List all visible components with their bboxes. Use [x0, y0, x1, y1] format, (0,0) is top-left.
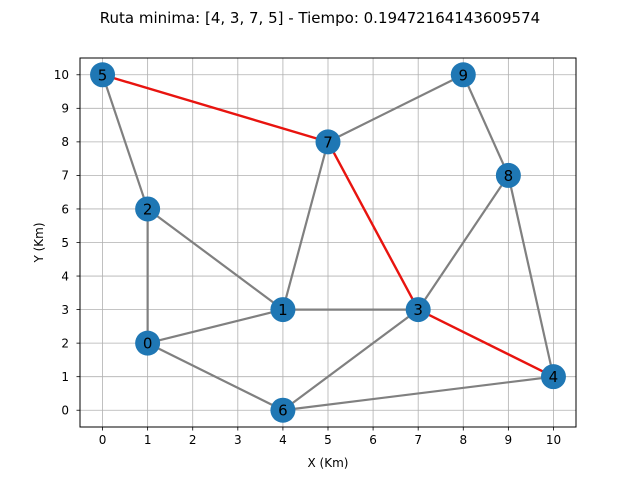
route-layer: [102, 73, 554, 378]
node-marker: [270, 397, 296, 423]
edge-7-9: [327, 73, 464, 143]
y-tick-label: 10: [54, 68, 69, 82]
edge-0-1: [147, 308, 284, 345]
node-label: 1: [278, 301, 288, 319]
x-tick-label: 7: [414, 433, 422, 447]
chart-title: Ruta minima: [4, 3, 7, 5] - Tiempo: 0.19…: [100, 9, 540, 27]
x-tick-label: 6: [369, 433, 377, 447]
node-4: 4: [540, 364, 566, 390]
y-tick-label: 3: [61, 303, 69, 317]
x-axis-label: X (Km): [308, 456, 349, 470]
node-marker: [90, 62, 116, 88]
node-1: 1: [270, 297, 296, 323]
y-tick-label: 6: [61, 202, 69, 216]
node-5: 5: [90, 62, 116, 88]
edge-4-6: [282, 375, 554, 412]
node-marker: [405, 297, 431, 323]
y-tick-label: 4: [61, 269, 69, 283]
x-tick-label: 8: [459, 433, 467, 447]
y-axis-label: Y (Km): [32, 222, 46, 263]
node-label: 0: [143, 335, 153, 353]
node-marker: [135, 196, 161, 222]
node-marker: [135, 330, 161, 356]
grid-layer: [80, 58, 576, 427]
edge-8-9: [462, 74, 510, 176]
node-9: 9: [450, 62, 476, 88]
route-edge-5-7: [102, 73, 329, 144]
plot-frame: [79, 57, 577, 428]
y-tick-label: 5: [61, 236, 69, 250]
x-tick-label: 0: [99, 433, 107, 447]
x-tick-label: 3: [234, 433, 242, 447]
node-label: 5: [98, 66, 108, 84]
route-edge-3-4: [417, 308, 554, 378]
node-label: 2: [143, 200, 153, 218]
route-edge-7-3: [326, 141, 420, 311]
x-tick-label: 1: [144, 433, 152, 447]
edge-1-7: [281, 141, 330, 310]
node-2: 2: [135, 196, 161, 222]
x-tick-label: 2: [189, 433, 197, 447]
node-marker: [495, 162, 521, 188]
x-tick-label: 10: [546, 433, 561, 447]
node-label: 9: [458, 66, 468, 84]
edge-3-6: [282, 308, 419, 412]
x-tick-label: 9: [505, 433, 513, 447]
edge-3-8: [417, 174, 510, 311]
node-label: 3: [413, 301, 423, 319]
edge-2-5: [101, 74, 149, 210]
edge-1-2: [146, 208, 284, 311]
x-tick-label: 5: [324, 433, 332, 447]
edge-0-6: [147, 342, 284, 412]
y-tick-label: 8: [61, 135, 69, 149]
node-3: 3: [405, 297, 431, 323]
node-label: 6: [278, 402, 288, 420]
node-marker: [540, 364, 566, 390]
node-marker: [315, 129, 341, 155]
y-tick-label: 2: [61, 336, 69, 350]
node-6: 6: [270, 397, 296, 423]
node-8: 8: [495, 162, 521, 188]
y-tick-label: 0: [61, 404, 69, 418]
edge-layer: [101, 73, 555, 412]
node-marker: [450, 62, 476, 88]
edge-4-8: [507, 175, 555, 377]
node-7: 7: [315, 129, 341, 155]
y-tick-label: 7: [61, 169, 69, 183]
node-marker: [270, 297, 296, 323]
node-label: 4: [549, 368, 559, 386]
node-label: 8: [504, 167, 514, 185]
y-tick-label: 9: [61, 102, 69, 116]
node-layer: 0 1 2 3 4 5 6 7 8 9: [90, 62, 566, 423]
node-label: 7: [323, 133, 333, 151]
x-tick-label: 4: [279, 433, 287, 447]
y-tick-label: 1: [61, 370, 69, 384]
node-0: 0: [135, 330, 161, 356]
